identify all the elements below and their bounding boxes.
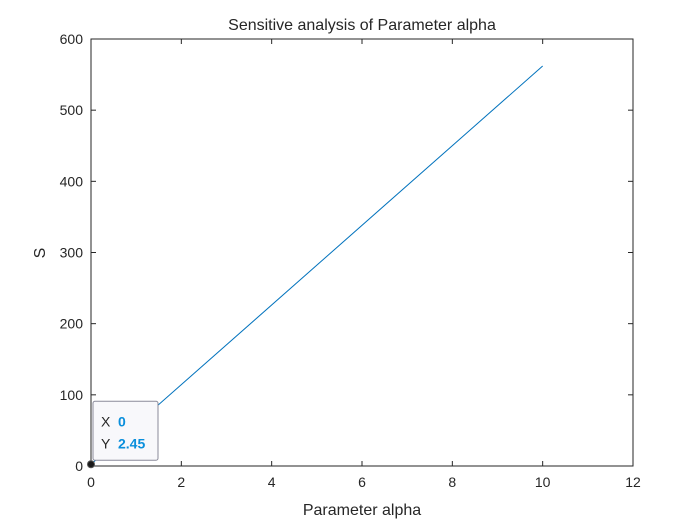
y-axis-label: S	[32, 248, 49, 259]
y-tick-label: 300	[60, 245, 84, 261]
x-tick-label: 4	[268, 474, 276, 490]
y-tick-label: 0	[75, 458, 83, 474]
data-tip-x-key: X	[101, 413, 111, 429]
plot-area[interactable]	[90, 38, 634, 467]
axis-ticks	[90, 38, 634, 467]
x-tick-label: 12	[625, 474, 641, 490]
y-tick-label: 100	[60, 387, 84, 403]
x-axis-label: Parameter alpha	[303, 502, 421, 519]
data-tip-box[interactable]	[92, 400, 159, 461]
x-tick-label: 2	[177, 474, 185, 490]
series-group	[90, 65, 544, 465]
data-tip-x-value: 0	[118, 413, 126, 429]
x-tick-label: 10	[535, 474, 551, 490]
data-tip-y-key: Y	[101, 435, 111, 451]
axis-tick-labels: 0 2 4 6 8 10 12 0 100 200 300 400 500 600	[60, 31, 641, 490]
x-tick-label: 6	[358, 474, 366, 490]
x-tick-label: 8	[448, 474, 456, 490]
data-tip[interactable]: X 0 Y 2.45	[87, 400, 159, 469]
y-tick-label: 500	[60, 102, 84, 118]
data-tip-y-value: 2.45	[118, 435, 145, 451]
chart-title: Sensitive analysis of Parameter alpha	[228, 17, 496, 34]
series-line	[90, 65, 544, 465]
data-tip-marker[interactable]	[87, 460, 95, 469]
x-tick-label: 0	[87, 474, 95, 490]
y-tick-label: 200	[60, 316, 84, 332]
y-tick-label: 400	[60, 173, 84, 189]
y-tick-label: 600	[60, 31, 84, 47]
